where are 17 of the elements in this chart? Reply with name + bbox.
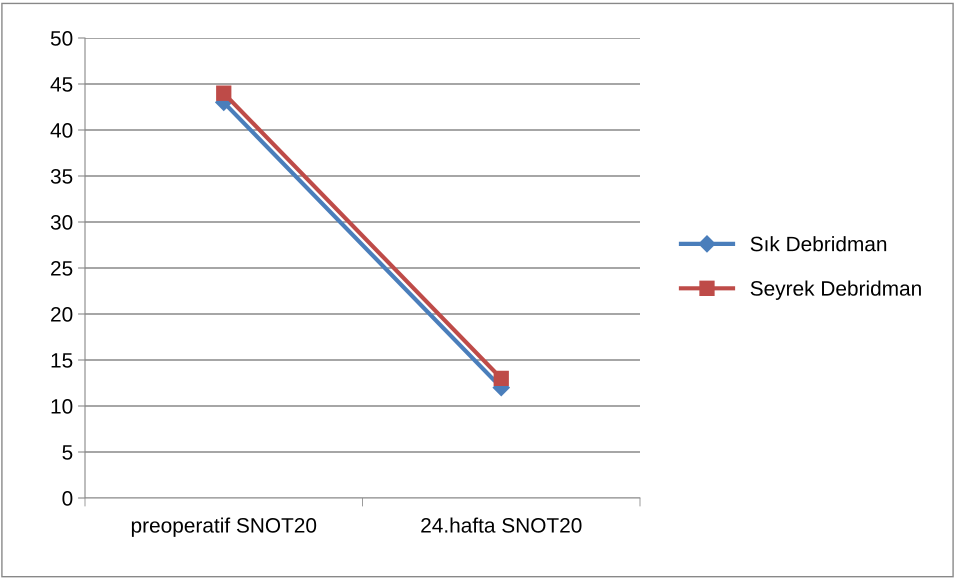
y-tick-label: 15 xyxy=(52,353,72,368)
y-tick-label: 20 xyxy=(51,307,72,322)
y-tick-label: 30 xyxy=(50,215,72,230)
y-tick-label: 25 xyxy=(51,261,72,276)
x-tick-label: 24.hafta SNOT20 xyxy=(421,517,582,533)
y-tick-label: 40 xyxy=(50,123,72,138)
y-tick-label: 10 xyxy=(52,399,72,414)
y-tick-label: 45 xyxy=(50,77,72,92)
y-tick-label: 5 xyxy=(62,445,72,460)
y-tick-label: 35 xyxy=(50,169,72,184)
legend-label: Sık Debridman xyxy=(750,236,886,252)
y-tick-label: 50 xyxy=(50,31,72,46)
point xyxy=(494,370,509,386)
y-tick-label: 0 xyxy=(62,491,72,506)
point xyxy=(216,86,232,101)
legend-label: Seyrek Debridman xyxy=(750,280,921,300)
x-tick-label: preoperatif SNOT20 xyxy=(132,517,316,537)
